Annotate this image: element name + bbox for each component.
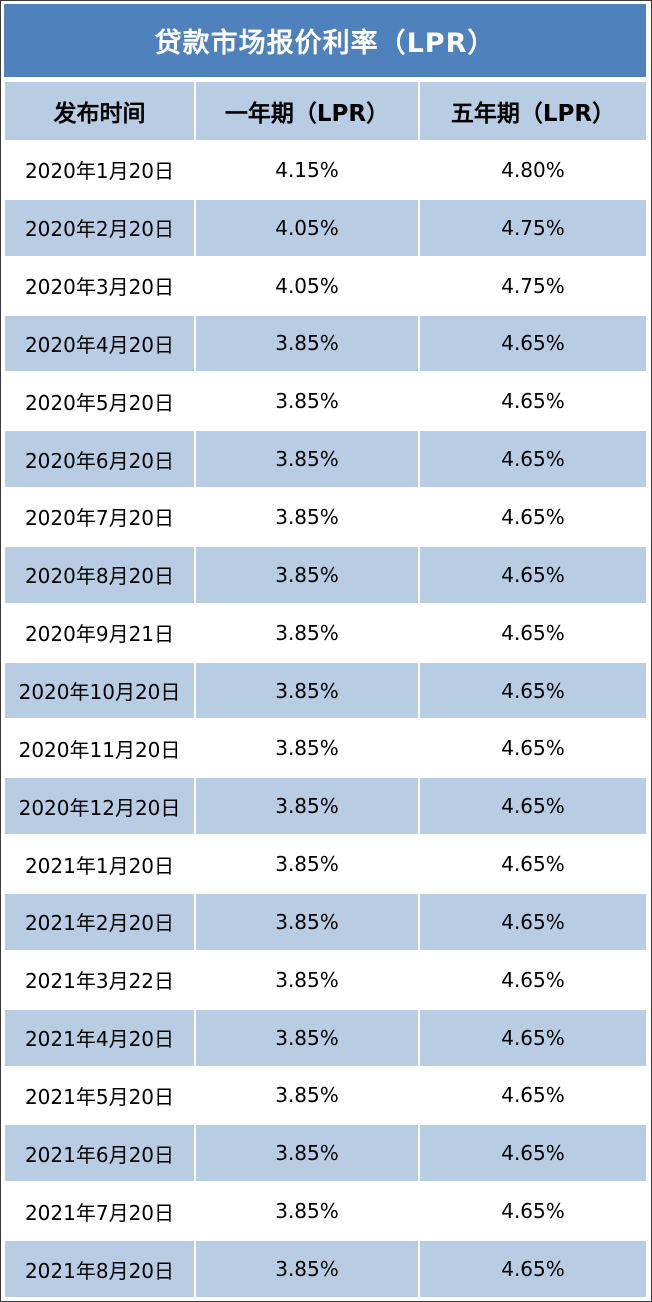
cell-release-date: 2021年2月20日: [3, 891, 196, 952]
cell-five-year-lpr: 4.65%: [418, 429, 648, 490]
cell-one-year-lpr: 3.85%: [194, 371, 420, 432]
table-row: 2021年1月20日 3.85% 4.65%: [3, 834, 648, 894]
cell-release-date: 2020年1月20日: [3, 140, 196, 200]
cell-five-year-lpr: 4.65%: [418, 371, 648, 432]
table-row: 2020年9月21日 3.85% 4.65%: [3, 602, 648, 663]
table-row: 2020年11月20日 3.85% 4.65%: [3, 718, 648, 779]
table-row: 2020年4月20日 3.85% 4.65%: [3, 313, 648, 374]
cell-five-year-lpr: 4.65%: [418, 949, 648, 1010]
cell-one-year-lpr: 3.85%: [194, 660, 420, 721]
cell-one-year-lpr: 3.85%: [194, 487, 420, 547]
table-row: 2020年8月20日 3.85% 4.65%: [3, 544, 648, 605]
cell-one-year-lpr: 3.85%: [194, 429, 420, 490]
cell-one-year-lpr: 3.85%: [194, 544, 420, 605]
cell-one-year-lpr: 3.85%: [194, 1123, 420, 1184]
table-row: 2020年10月20日 3.85% 4.65%: [3, 660, 648, 721]
cell-release-date: 2020年3月20日: [3, 255, 196, 316]
cell-release-date: 2020年10月20日: [3, 660, 196, 721]
cell-one-year-lpr: 4.15%: [194, 140, 420, 200]
cell-five-year-lpr: 4.75%: [418, 255, 648, 316]
table-row: 2020年2月20日 4.05% 4.75%: [3, 197, 648, 258]
cell-one-year-lpr: 3.85%: [194, 891, 420, 952]
table-row: 2020年6月20日 3.85% 4.65%: [3, 429, 648, 490]
cell-five-year-lpr: 4.65%: [418, 602, 648, 663]
table-row: 2021年8月20日 3.85% 4.65%: [3, 1239, 648, 1299]
table-body: 2020年1月20日 4.15% 4.80% 2020年2月20日 4.05% 4.75%…: [3, 140, 648, 1299]
cell-release-date: 2020年4月20日: [3, 313, 196, 374]
table-row: 2021年4月20日 3.85% 4.65%: [3, 1007, 648, 1068]
cell-five-year-lpr: 4.65%: [418, 891, 648, 952]
cell-one-year-lpr: 4.05%: [194, 197, 420, 258]
cell-release-date: 2020年11月20日: [3, 718, 196, 779]
table-row: 2020年3月20日 4.05% 4.75%: [3, 255, 648, 316]
cell-release-date: 2021年7月20日: [3, 1181, 196, 1242]
cell-one-year-lpr: 3.85%: [194, 313, 420, 374]
cell-five-year-lpr: 4.65%: [418, 1065, 648, 1126]
cell-five-year-lpr: 4.65%: [418, 544, 648, 605]
cell-release-date: 2021年4月20日: [3, 1007, 196, 1068]
cell-one-year-lpr: 4.05%: [194, 255, 420, 316]
cell-release-date: 2020年2月20日: [3, 197, 196, 258]
cell-five-year-lpr: 4.65%: [418, 487, 648, 547]
cell-one-year-lpr: 3.85%: [194, 1181, 420, 1242]
cell-five-year-lpr: 4.65%: [418, 718, 648, 779]
table-row: 2020年12月20日 3.85% 4.65%: [3, 776, 648, 837]
header-one-year-lpr: 一年期（LPR）: [194, 80, 420, 142]
header-row: 发布时间 一年期（LPR） 五年期（LPR）: [3, 80, 648, 142]
cell-one-year-lpr: 3.85%: [194, 718, 420, 779]
cell-one-year-lpr: 3.85%: [194, 776, 420, 837]
table-row: 2020年7月20日 3.85% 4.65%: [3, 487, 648, 547]
cell-one-year-lpr: 3.85%: [194, 1007, 420, 1068]
table-row: 2021年5月20日 3.85% 4.65%: [3, 1065, 648, 1126]
cell-five-year-lpr: 4.65%: [418, 1239, 648, 1299]
cell-five-year-lpr: 4.65%: [418, 1123, 648, 1184]
cell-release-date: 2021年1月20日: [3, 834, 196, 894]
cell-five-year-lpr: 4.65%: [418, 660, 648, 721]
cell-five-year-lpr: 4.65%: [418, 313, 648, 374]
cell-release-date: 2021年8月20日: [3, 1239, 196, 1299]
cell-five-year-lpr: 4.65%: [418, 776, 648, 837]
cell-one-year-lpr: 3.85%: [194, 602, 420, 663]
cell-release-date: 2020年12月20日: [3, 776, 196, 837]
table-row: 2021年2月20日 3.85% 4.65%: [3, 891, 648, 952]
cell-five-year-lpr: 4.80%: [418, 140, 648, 200]
cell-release-date: 2020年5月20日: [3, 371, 196, 432]
table-row: 2021年3月22日 3.85% 4.65%: [3, 949, 648, 1010]
table-title: 贷款市场报价利率（LPR）: [4, 4, 646, 77]
table-row: 2021年7月20日 3.85% 4.65%: [3, 1181, 648, 1242]
header-release-date: 发布时间: [3, 80, 196, 142]
lpr-table: 发布时间 一年期（LPR） 五年期（LPR） 2020年1月20日 4.15% 4.…: [3, 80, 648, 1299]
cell-release-date: 2020年6月20日: [3, 429, 196, 490]
header-five-year-lpr: 五年期（LPR）: [418, 80, 648, 142]
cell-five-year-lpr: 4.65%: [418, 1181, 648, 1242]
cell-release-date: 2021年6月20日: [3, 1123, 196, 1184]
cell-release-date: 2021年3月22日: [3, 949, 196, 1010]
cell-release-date: 2020年7月20日: [3, 487, 196, 547]
cell-release-date: 2020年8月20日: [3, 544, 196, 605]
cell-one-year-lpr: 3.85%: [194, 1239, 420, 1299]
cell-release-date: 2021年5月20日: [3, 1065, 196, 1126]
cell-release-date: 2020年9月21日: [3, 602, 196, 663]
table-row: 2020年1月20日 4.15% 4.80%: [3, 140, 648, 200]
cell-one-year-lpr: 3.85%: [194, 949, 420, 1010]
cell-five-year-lpr: 4.65%: [418, 834, 648, 894]
cell-one-year-lpr: 3.85%: [194, 834, 420, 894]
table-row: 2020年5月20日 3.85% 4.65%: [3, 371, 648, 432]
cell-five-year-lpr: 4.75%: [418, 197, 648, 258]
table-row: 2021年6月20日 3.85% 4.65%: [3, 1123, 648, 1184]
cell-one-year-lpr: 3.85%: [194, 1065, 420, 1126]
cell-five-year-lpr: 4.65%: [418, 1007, 648, 1068]
